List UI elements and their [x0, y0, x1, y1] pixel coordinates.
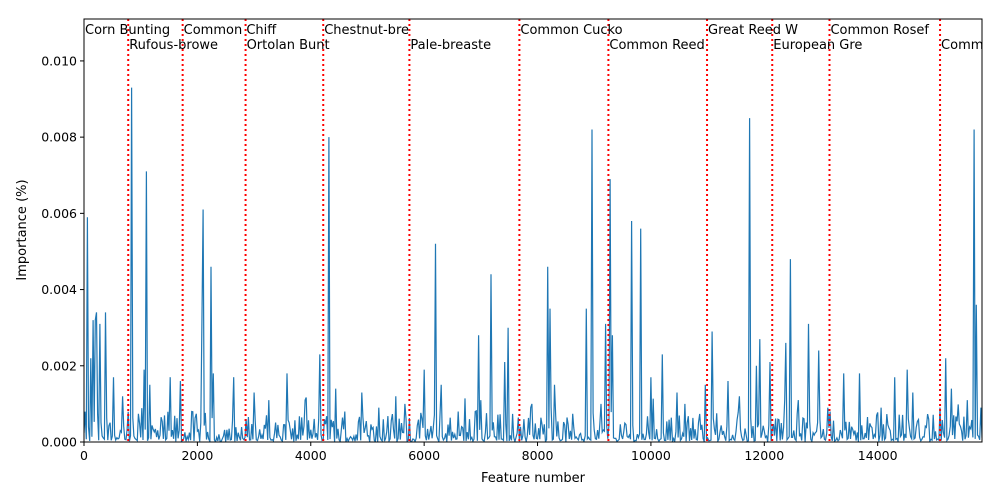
- x-tick-label: 6000: [408, 448, 440, 463]
- x-tick-label: 10000: [631, 448, 671, 463]
- x-tick-label: 12000: [744, 448, 784, 463]
- importance-series: [84, 87, 982, 442]
- species-label: Common: [941, 38, 1000, 53]
- y-tick-label: 0.008: [41, 130, 77, 145]
- species-label: Pale-breaste: [410, 38, 491, 53]
- y-tick-label: 0.000: [41, 435, 77, 450]
- x-tick-label: 0: [80, 448, 88, 463]
- x-tick-label: 4000: [295, 448, 327, 463]
- axis-ticks: 0 2000 4000 6000 8000 10000 12000 14000 0.000 0.0…: [41, 53, 897, 463]
- species-label: Common Chiff: [184, 23, 278, 38]
- y-tick-label: 0.010: [41, 53, 77, 68]
- y-tick-label: 0.002: [41, 358, 77, 373]
- x-axis-label: Feature number: [481, 471, 586, 486]
- species-label: Ortolan Bunt: [247, 38, 330, 53]
- y-axis-label: Importance (%): [15, 179, 30, 280]
- species-label: Great Reed W: [708, 23, 798, 38]
- species-label: Common Cucko: [520, 23, 622, 38]
- species-label: Chestnut-bre: [324, 23, 409, 38]
- species-label: Rufous-browe: [129, 38, 218, 53]
- x-tick-label: 8000: [522, 448, 554, 463]
- x-tick-label: 14000: [858, 448, 898, 463]
- species-dividers: [127, 19, 942, 442]
- species-label: Common Rosef: [830, 23, 929, 38]
- plot-frame: [83, 18, 983, 443]
- importance-line: [84, 87, 982, 442]
- species-label: Corn Bunting: [85, 23, 170, 38]
- species-label: Common Reed: [609, 38, 704, 53]
- axes: [83, 18, 983, 443]
- y-tick-label: 0.004: [41, 282, 77, 297]
- species-label: European Gre: [773, 38, 862, 53]
- x-tick-label: 2000: [181, 448, 213, 463]
- y-tick-label: 0.006: [41, 206, 77, 221]
